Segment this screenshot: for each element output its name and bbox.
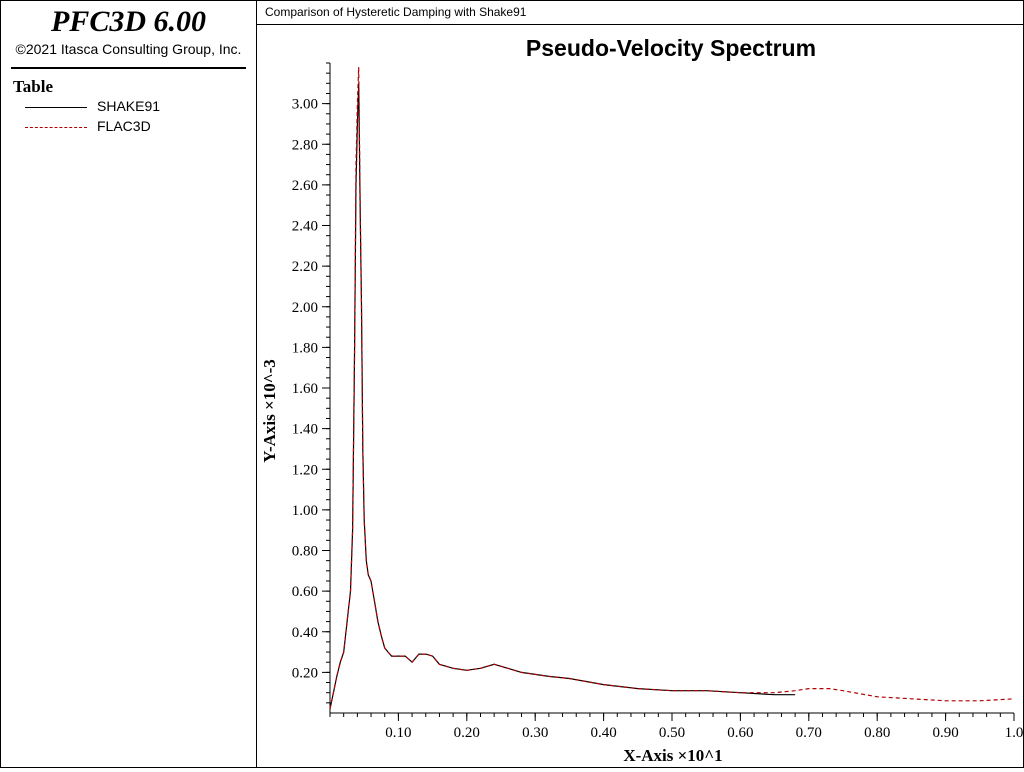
plot-header-text: Comparison of Hysteretic Damping with Sh…	[265, 5, 527, 19]
series-line-flac3d	[329, 67, 1015, 710]
app-title: PFC3D 6.00	[50, 5, 206, 38]
axes: 0.10 0.20 0.30 0.40 0.50 0.60 0.70 0.80 0.90 1.00…	[292, 62, 1023, 741]
x-tick-label: 0.10	[385, 725, 411, 741]
copyright-text: ©2021 Itasca Consulting Group, Inc.	[15, 41, 242, 57]
plot-header: Comparison of Hysteretic Damping with Sh…	[257, 1, 1023, 25]
x-tick-label: 0.20	[454, 725, 480, 741]
legend-label-flac3d: FLAC3D	[97, 118, 151, 134]
sidebar-divider	[11, 67, 246, 69]
y-tick-label: 1.40	[292, 422, 318, 438]
y-tick-label: 1.60	[292, 381, 318, 397]
y-tick-label: 0.60	[292, 584, 318, 600]
series-line-shake91	[329, 83, 796, 710]
plot-area: Pseudo-Velocity Spectrum 0.10 0.20 0.30 0.4…	[257, 25, 1023, 767]
y-tick-label: 0.20	[292, 665, 318, 681]
y-tick-label: 3.00	[292, 97, 318, 113]
legend-label-shake91: SHAKE91	[97, 98, 161, 114]
pseudo-velocity-chart: Pseudo-Velocity Spectrum 0.10 0.20 0.30 0.4…	[260, 35, 1023, 765]
x-tick-label: 0.90	[932, 725, 958, 741]
y-tick-label: 1.80	[292, 340, 318, 356]
y-tick-label: 1.20	[292, 462, 318, 478]
x-tick-label: 0.40	[590, 725, 616, 741]
legend-title: Table	[13, 77, 54, 96]
y-tick-label: 2.20	[292, 259, 318, 275]
x-tick-label: 0.50	[659, 725, 685, 741]
y-tick-label: 0.40	[292, 625, 318, 641]
y-axis-label: Y-Axis ×10^-3	[260, 359, 279, 462]
y-tick-label: 2.00	[292, 300, 318, 316]
chart-title: Pseudo-Velocity Spectrum	[526, 35, 816, 61]
y-tick-label: 1.00	[292, 503, 318, 519]
series-layer	[329, 67, 1015, 710]
x-axis-label: X-Axis ×10^1	[623, 746, 722, 765]
y-tick-label: 0.80	[292, 544, 318, 560]
x-tick-label: 0.30	[522, 725, 548, 741]
legend-panel: PFC3D 6.00 ©2021 Itasca Consulting Group…	[1, 1, 257, 767]
y-tick-label: 2.60	[292, 178, 318, 194]
legend-swatch-solid	[25, 107, 87, 108]
y-tick-label: 2.40	[292, 219, 318, 235]
legend-swatch-dashed	[25, 127, 87, 128]
x-tick-label: 0.70	[796, 725, 822, 741]
x-tick-label: 0.80	[864, 725, 890, 741]
x-tick-label: 0.60	[727, 725, 753, 741]
x-tick-label: 1.0	[1005, 725, 1023, 741]
y-tick-label: 2.80	[292, 137, 318, 153]
